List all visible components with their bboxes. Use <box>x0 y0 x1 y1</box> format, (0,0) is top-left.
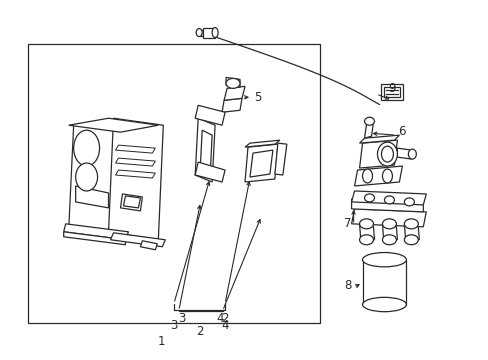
Text: 7: 7 <box>344 216 351 230</box>
Polygon shape <box>222 98 242 112</box>
Polygon shape <box>359 135 399 143</box>
Polygon shape <box>224 86 244 100</box>
Polygon shape <box>200 30 203 36</box>
Text: 2: 2 <box>221 311 228 325</box>
Polygon shape <box>203 28 215 37</box>
Polygon shape <box>115 170 155 178</box>
Text: 3: 3 <box>178 311 185 325</box>
Text: 6: 6 <box>397 125 405 138</box>
Polygon shape <box>195 105 224 125</box>
Ellipse shape <box>196 28 202 37</box>
Polygon shape <box>68 118 158 132</box>
Polygon shape <box>351 199 423 212</box>
Text: 2: 2 <box>195 325 203 338</box>
Ellipse shape <box>225 78 240 88</box>
Ellipse shape <box>74 130 100 166</box>
Polygon shape <box>274 143 286 175</box>
Polygon shape <box>225 77 240 87</box>
Ellipse shape <box>362 252 406 267</box>
Polygon shape <box>362 260 406 305</box>
Ellipse shape <box>364 117 374 125</box>
Polygon shape <box>76 186 108 208</box>
Ellipse shape <box>382 235 396 245</box>
Polygon shape <box>120 194 142 211</box>
Text: 3: 3 <box>170 319 177 332</box>
Polygon shape <box>354 166 402 186</box>
Ellipse shape <box>381 146 393 162</box>
Polygon shape <box>200 130 212 176</box>
Ellipse shape <box>404 219 417 229</box>
Ellipse shape <box>382 169 392 183</box>
Ellipse shape <box>382 219 396 229</box>
Ellipse shape <box>364 194 374 202</box>
Polygon shape <box>397 148 410 159</box>
Polygon shape <box>140 241 157 250</box>
Polygon shape <box>115 158 155 166</box>
Polygon shape <box>359 140 397 168</box>
Bar <box>28 44 319 323</box>
Polygon shape <box>195 162 224 182</box>
Ellipse shape <box>404 198 413 206</box>
Ellipse shape <box>362 297 406 312</box>
Polygon shape <box>63 232 125 245</box>
Polygon shape <box>108 118 163 240</box>
Ellipse shape <box>407 149 415 159</box>
Ellipse shape <box>359 235 373 245</box>
Polygon shape <box>244 140 279 147</box>
Polygon shape <box>404 224 419 240</box>
Ellipse shape <box>212 28 218 37</box>
Polygon shape <box>382 224 397 240</box>
Ellipse shape <box>362 169 372 183</box>
Polygon shape <box>351 209 426 227</box>
Polygon shape <box>249 150 272 177</box>
Polygon shape <box>110 233 165 247</box>
Polygon shape <box>115 145 155 153</box>
Text: 8: 8 <box>344 279 351 292</box>
Polygon shape <box>244 144 277 182</box>
Polygon shape <box>195 118 215 182</box>
Ellipse shape <box>76 163 98 191</box>
Text: 5: 5 <box>253 91 261 104</box>
Polygon shape <box>351 191 426 205</box>
Polygon shape <box>381 84 403 100</box>
Text: 9: 9 <box>387 82 395 95</box>
Ellipse shape <box>359 219 373 229</box>
Polygon shape <box>364 122 373 138</box>
Ellipse shape <box>404 235 417 245</box>
Polygon shape <box>123 196 140 208</box>
Polygon shape <box>63 224 128 240</box>
Polygon shape <box>384 87 400 97</box>
Ellipse shape <box>377 142 397 166</box>
Text: 1: 1 <box>158 335 165 348</box>
Text: 4: 4 <box>221 319 228 332</box>
Polygon shape <box>359 224 374 240</box>
Polygon shape <box>68 125 120 230</box>
Text: 4: 4 <box>216 311 224 325</box>
Ellipse shape <box>384 196 394 204</box>
